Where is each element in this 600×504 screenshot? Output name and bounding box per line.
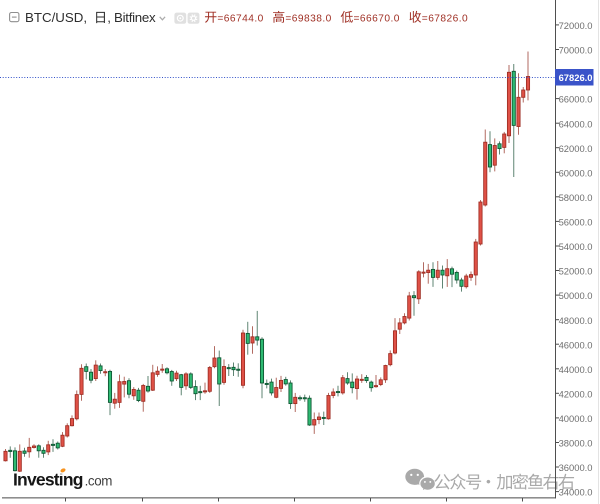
svg-text:40000.0: 40000.0 xyxy=(559,413,593,424)
svg-text:58000.0: 58000.0 xyxy=(559,192,593,203)
svg-text:56000.0: 56000.0 xyxy=(559,217,593,228)
svg-text:60000.0: 60000.0 xyxy=(559,167,593,178)
svg-text:38000.0: 38000.0 xyxy=(559,438,593,449)
svg-text:36000.0: 36000.0 xyxy=(559,462,593,473)
svg-text:, Bitfinex: , Bitfinex xyxy=(107,10,156,25)
svg-text:=67826.0: =67826.0 xyxy=(422,14,468,25)
svg-text:62000.0: 62000.0 xyxy=(559,143,593,154)
svg-text:=66670.0: =66670.0 xyxy=(354,14,400,25)
svg-text:46000.0: 46000.0 xyxy=(559,339,593,350)
svg-text:=66744.0: =66744.0 xyxy=(217,14,263,25)
svg-text:54000.0: 54000.0 xyxy=(559,241,593,252)
svg-text:50000.0: 50000.0 xyxy=(559,290,593,301)
svg-text:Investing: Investing xyxy=(13,470,83,490)
svg-text:70000.0: 70000.0 xyxy=(559,45,593,56)
svg-text:44000.0: 44000.0 xyxy=(559,364,593,375)
svg-text:66000.0: 66000.0 xyxy=(559,94,593,105)
svg-text:52000.0: 52000.0 xyxy=(559,266,593,277)
svg-text:72000.0: 72000.0 xyxy=(559,20,593,31)
svg-text:48000.0: 48000.0 xyxy=(559,315,593,326)
svg-text:34000.0: 34000.0 xyxy=(559,487,593,498)
svg-text:42000.0: 42000.0 xyxy=(559,388,593,399)
svg-text:=69838.0: =69838.0 xyxy=(285,14,331,25)
svg-text:67826.0: 67826.0 xyxy=(559,72,593,83)
svg-text:64000.0: 64000.0 xyxy=(559,118,593,129)
svg-text:.com: .com xyxy=(85,474,113,489)
svg-text:BTC/USD,: BTC/USD, xyxy=(25,10,87,25)
